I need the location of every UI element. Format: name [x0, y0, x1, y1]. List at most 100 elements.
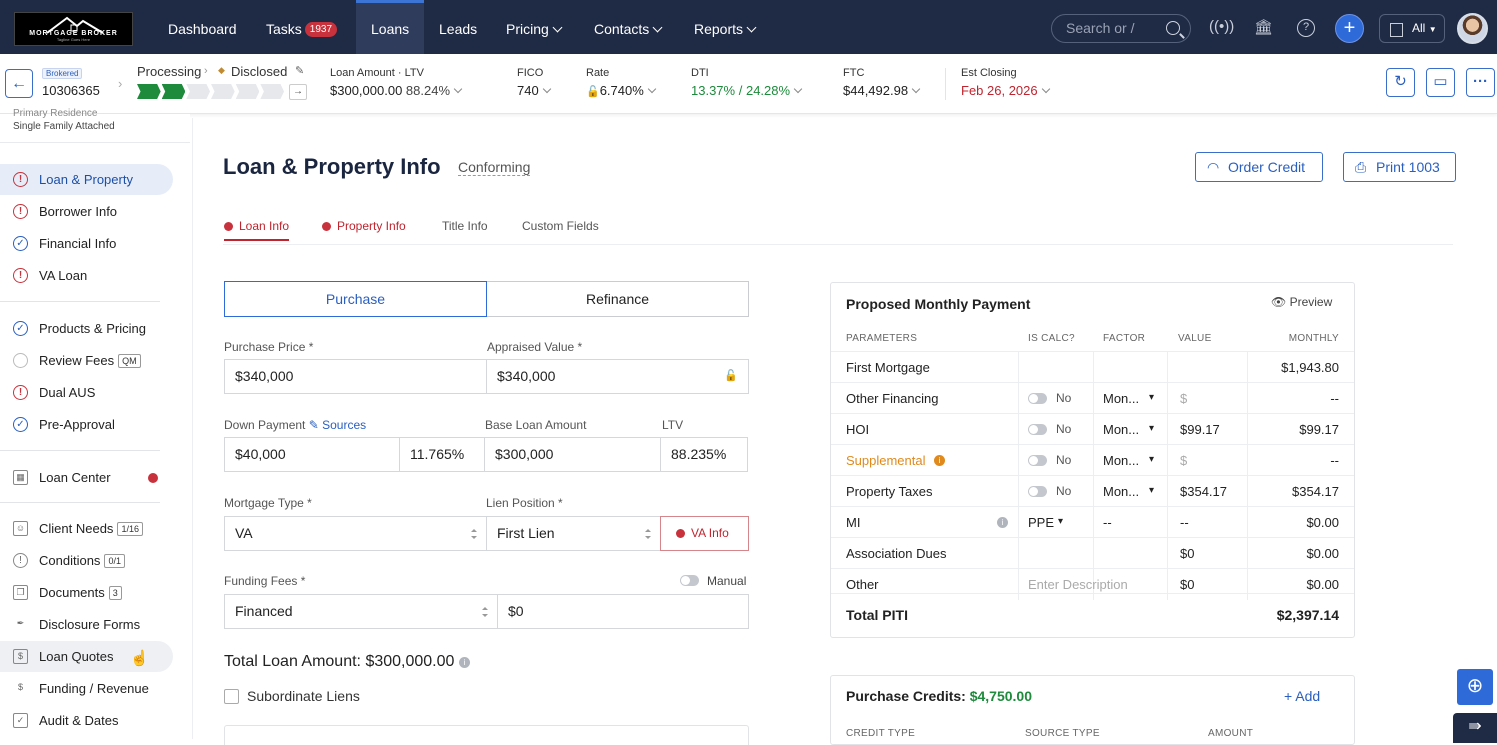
nav-pricing[interactable]: Pricing	[506, 0, 563, 54]
add-credit-button[interactable]: + Add	[1284, 688, 1321, 704]
tab-custom-fields[interactable]: Custom Fields	[522, 219, 599, 233]
sidebar-item-documents[interactable]: ❐ Documents 3	[0, 577, 173, 608]
calc-toggle[interactable]	[1028, 424, 1047, 435]
sidebar-item-dual-aus[interactable]: ! Dual AUS	[0, 377, 173, 408]
sidebar-item-loan-quotes[interactable]: $ Loan Quotes ☝	[0, 641, 173, 672]
tab-label: Loan Info	[239, 219, 290, 233]
sidebar-item-loan-center[interactable]: ▦ Loan Center	[0, 462, 173, 493]
nav-reports[interactable]: Reports	[694, 0, 757, 54]
create-new-button[interactable]: +	[1335, 14, 1364, 43]
column-divider	[1247, 538, 1248, 569]
sidebar-item-review-fees[interactable]: Review Fees QM	[0, 345, 173, 376]
factor-select[interactable]: Mon...	[1103, 422, 1140, 437]
value-input[interactable]: $0	[1180, 577, 1195, 592]
manual-toggle[interactable]: Manual	[680, 574, 746, 588]
tab-title-info[interactable]: Title Info	[442, 219, 488, 233]
sidebar-item-funding-revenue[interactable]: $ Funding / Revenue	[0, 673, 173, 704]
bank-icon[interactable]: 🏛	[1254, 19, 1274, 36]
calc-select[interactable]: PPE	[1028, 515, 1055, 530]
loan-program-link[interactable]: Conforming	[458, 159, 531, 176]
purchase-price-input[interactable]: $340,000	[224, 359, 487, 394]
va-info-button[interactable]: VA Info	[660, 516, 749, 551]
value-input[interactable]: $354.17	[1180, 484, 1227, 499]
edit-icon[interactable]: ✎	[295, 65, 305, 77]
value-input[interactable]: $	[1180, 453, 1188, 468]
ltv-input[interactable]: 88.235%	[660, 437, 748, 472]
tab-loan-info[interactable]: Loan Info	[224, 219, 290, 241]
dti-value[interactable]: 13.37% / 24.28%	[691, 83, 803, 98]
print-1003-button[interactable]: ⎙ Print 1003	[1343, 152, 1456, 182]
sidebar-item-va-loan[interactable]: ! VA Loan	[0, 260, 173, 291]
company-logo[interactable]: MORTGAGE BROKER Tagline Goes Here	[14, 12, 133, 46]
factor-select[interactable]: Mon...	[1103, 453, 1140, 468]
order-credit-button[interactable]: ◠ Order Credit	[1195, 152, 1323, 182]
printer-icon: ⎙	[1355, 159, 1367, 175]
info-icon[interactable]: i	[997, 517, 1008, 528]
lien-position-select[interactable]: First Lien	[486, 516, 661, 551]
user-avatar[interactable]	[1457, 13, 1488, 44]
unlock-icon[interactable]: 🔓	[724, 370, 738, 382]
factor-select[interactable]: Mon...	[1103, 391, 1140, 406]
nav-leads[interactable]: Leads	[439, 21, 478, 37]
sidebar-item-borrower-info[interactable]: ! Borrower Info	[0, 196, 173, 227]
loan-amount-value[interactable]: $300,000.00 88.24%	[330, 83, 463, 98]
calc-toggle[interactable]	[1028, 393, 1047, 404]
rate-value[interactable]: 🔓6.740%	[586, 83, 657, 98]
value-input[interactable]: $0	[1180, 546, 1195, 561]
preview-button[interactable]: 👁 Preview	[1271, 295, 1332, 309]
nav-loans[interactable]: Loans	[356, 0, 425, 54]
sidebar-item-loan-property[interactable]: ! Loan & Property	[0, 164, 173, 195]
down-payment-input[interactable]: $40,000	[224, 437, 400, 472]
info-icon[interactable]: i	[934, 455, 945, 466]
nav-tasks[interactable]: Tasks 1937	[266, 0, 338, 54]
refinance-toggle[interactable]: Refinance	[486, 281, 749, 317]
fico-value[interactable]: 740	[517, 83, 551, 98]
scope-select[interactable]: All ▼	[1379, 14, 1445, 43]
chevron-down-icon	[793, 84, 803, 94]
calc-toggle[interactable]	[1028, 455, 1047, 466]
sidebar-item-products-pricing[interactable]: ✓ Products & Pricing	[0, 313, 173, 344]
appraised-value-input[interactable]: $340,000 🔓	[486, 359, 749, 394]
sidebar-item-disclosure-forms[interactable]: ✒ Disclosure Forms	[0, 609, 173, 640]
sidebar-item-label: Borrower Info	[39, 204, 118, 219]
sidebar-item-audit-dates[interactable]: ✓ Audit & Dates	[0, 705, 173, 736]
loan-number[interactable]: 10306365	[42, 83, 100, 98]
info-icon[interactable]: i	[458, 657, 470, 668]
add-floating-button[interactable]: ⊕	[1457, 669, 1493, 705]
help-icon[interactable]: ?	[1297, 19, 1315, 37]
refresh-button[interactable]: ↻	[1386, 68, 1415, 97]
nav-dashboard[interactable]: Dashboard	[168, 21, 237, 37]
mortgage-type-select[interactable]: VA	[224, 516, 487, 551]
tab-property-info[interactable]: Property Info	[322, 219, 406, 233]
sidebar-item-conditions[interactable]: ! Conditions 0/1	[0, 545, 173, 576]
subordinate-liens-checkbox[interactable]: Subordinate Liens	[224, 688, 360, 704]
base-loan-amount-input[interactable]: $300,000	[484, 437, 661, 472]
closing-value[interactable]: Feb 26, 2026	[961, 83, 1050, 98]
lien-position-value: First Lien	[497, 525, 555, 541]
column-divider	[1247, 476, 1248, 507]
description-input[interactable]: Enter Description	[1028, 577, 1128, 592]
divider	[0, 502, 160, 503]
broadcast-icon[interactable]: ((•))	[1209, 18, 1235, 35]
down-payment-percent-input[interactable]: 11.765%	[399, 437, 485, 472]
value-input[interactable]: $99.17	[1180, 422, 1220, 437]
value-input[interactable]: $	[1180, 391, 1188, 406]
purchase-toggle[interactable]: Purchase	[224, 281, 487, 317]
more-button[interactable]: ···	[1466, 68, 1495, 97]
back-button[interactable]: ←	[5, 69, 33, 98]
sidebar-item-financial-info[interactable]: ✓ Financial Info	[0, 228, 173, 259]
sidebar-item-client-needs[interactable]: ☺ Client Needs 1/16	[0, 513, 173, 544]
sources-link[interactable]: ✎ Sources	[309, 418, 366, 432]
ftc-value[interactable]: $44,492.98	[843, 83, 921, 98]
funding-fees-select[interactable]: Financed	[224, 594, 498, 629]
comments-button[interactable]: ▭	[1426, 68, 1455, 97]
loan-summary-bar: ← Brokered 10306365 › Processing › ◆ Dis…	[0, 54, 1497, 114]
advance-status-button[interactable]: →	[289, 84, 307, 100]
factor-select[interactable]: Mon...	[1103, 484, 1140, 499]
expand-panel-button[interactable]: ⇛	[1453, 713, 1497, 743]
calc-toggle[interactable]	[1028, 486, 1047, 497]
funding-fees-amount-input[interactable]: $0	[497, 594, 749, 629]
nav-contacts[interactable]: Contacts	[594, 0, 663, 54]
sidebar-item-pre-approval[interactable]: ✓ Pre-Approval	[0, 409, 173, 440]
search-input[interactable]: Search or /	[1051, 14, 1191, 43]
